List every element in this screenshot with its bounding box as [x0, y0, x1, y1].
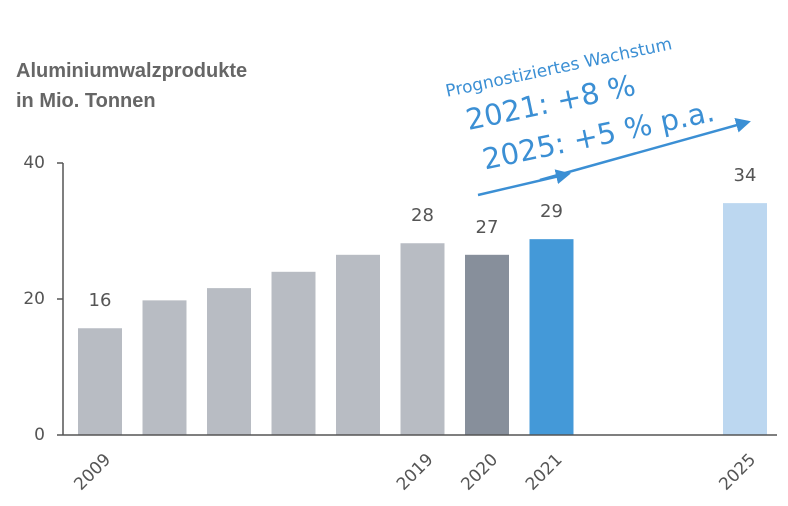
x-tick-label: 2019: [393, 450, 438, 495]
annotation-group: Prognostiziertes Wachstum 2021: +8 % 202…: [444, 34, 718, 176]
value-label: 34: [734, 165, 757, 186]
x-tick-label: 2025: [715, 450, 760, 495]
x-tick-label: 2009: [70, 450, 115, 495]
bar: [529, 239, 574, 435]
value-label: 28: [411, 205, 434, 226]
y-tick-label: 40: [23, 153, 45, 173]
arrow: [539, 117, 751, 182]
x-tick-label: 2021: [522, 450, 567, 495]
value-label: 29: [540, 201, 563, 222]
bar: [723, 203, 767, 435]
y-tick-label: 0: [34, 425, 45, 445]
value-label: 27: [476, 217, 499, 238]
bar: [207, 288, 251, 435]
bar: [465, 254, 509, 435]
bar: [400, 243, 445, 435]
value-label: 16: [89, 290, 112, 311]
chart-title: Aluminiumwalzprodukte: [16, 60, 247, 82]
bar: [271, 271, 316, 435]
x-tick-label: 2020: [457, 450, 502, 495]
y-tick-label: 20: [23, 289, 45, 309]
bar: [78, 328, 122, 435]
bar: [142, 300, 187, 435]
bar: [336, 254, 380, 435]
chart-title: in Mio. Tonnen: [16, 90, 156, 112]
